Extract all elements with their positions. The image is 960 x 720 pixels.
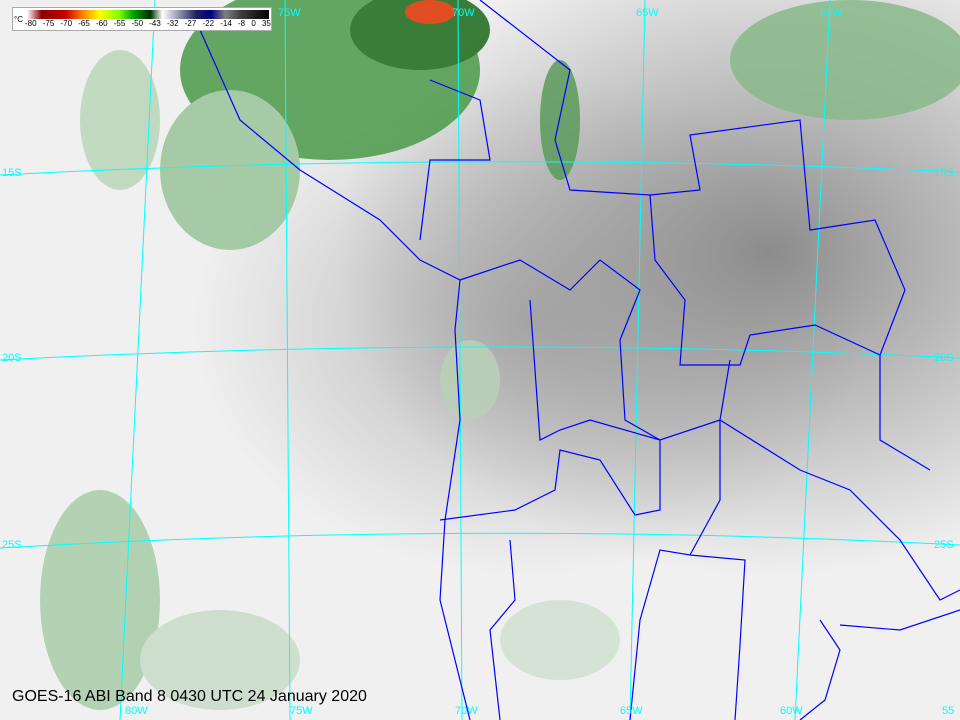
colorbar-tick-label: -43 (149, 19, 161, 28)
colorbar-tick-label: -75 (42, 19, 55, 28)
colorbar-tick-label: -55 (113, 19, 126, 28)
colorbar-tick-label: -27 (184, 19, 197, 28)
lon-label: 70W (455, 705, 478, 717)
colorbar-tick-label: -80 (25, 19, 37, 28)
lon-label: 60W (780, 705, 803, 717)
temperature-colorbar: °C -80 -75 -70 -65 -60 -55 -50 -43 -32 -27 -22 -14-… (12, 7, 272, 31)
lat-label: 20S (2, 352, 22, 364)
colorbar-tick-label: 35 (261, 19, 271, 28)
lat-label: 25S (2, 539, 22, 551)
lon-label: 55 (942, 705, 954, 717)
lat-label: 15S (934, 167, 954, 179)
map-labels: 75W 70W 65W 60W 80W 75W 70W 65W 60W 55 1… (2, 7, 954, 717)
lon-label: 75W (278, 7, 301, 19)
lon-label: 75W (290, 705, 313, 717)
colorbar-tick-label: -8 (238, 19, 246, 28)
colorbar-unit: °C (14, 15, 23, 24)
lon-label: 65W (620, 705, 643, 717)
lat-label: 15S (2, 167, 22, 179)
colorbar-tick-label: -50 (131, 19, 144, 28)
colorbar-tick-label: -60 (96, 19, 108, 28)
colorbar-tick-label: -32 (167, 19, 179, 28)
colorbar-tick-label: -22 (202, 19, 215, 28)
lon-label: 70W (452, 7, 475, 19)
colorbar-ticks: -80 -75 -70 -65 -60 -55 -50 -43 -32 -27 -22 -14 -8 0 3… (25, 19, 271, 28)
colorbar-gradient (27, 10, 269, 19)
country-borders (199, 0, 960, 720)
lon-label: 80W (125, 705, 148, 717)
colorbar-tick-label: 0 (251, 19, 256, 28)
colorbar-tick-label: -65 (78, 19, 90, 28)
image-caption: GOES-16 ABI Band 8 0430 UTC 24 January 2… (12, 688, 367, 705)
colorbar-tick-label: -70 (60, 19, 73, 28)
lon-label: 60W (820, 7, 843, 19)
lat-label: 20S (934, 352, 954, 364)
lat-label: 25S (934, 539, 954, 551)
cloud-areas (40, 0, 960, 710)
lon-label: 65W (636, 7, 659, 19)
colorbar-tick-label: -14 (220, 19, 232, 28)
